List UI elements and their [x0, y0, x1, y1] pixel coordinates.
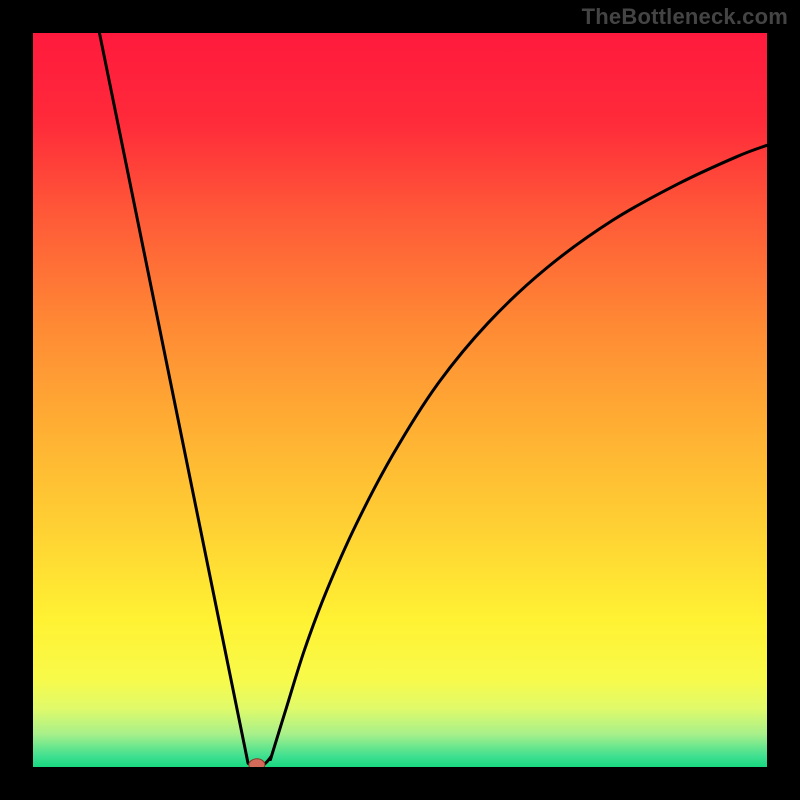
- watermark-text: TheBottleneck.com: [582, 4, 788, 30]
- chart-svg: [0, 0, 800, 800]
- plot-background: [33, 33, 767, 767]
- bottleneck-chart: TheBottleneck.com: [0, 0, 800, 800]
